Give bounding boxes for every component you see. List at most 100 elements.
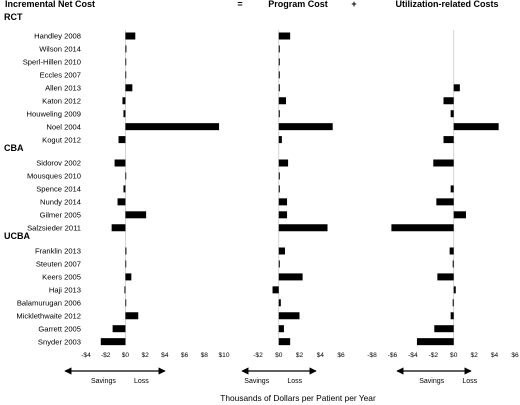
study-label: Haji 2013 (49, 286, 81, 295)
study-label: Salzsieder 2011 (27, 223, 81, 232)
group-label: RCT (4, 12, 23, 22)
bar (453, 84, 460, 92)
bar (278, 185, 280, 193)
study-label: Allen 2013 (45, 84, 81, 93)
bar (125, 312, 139, 320)
bar (125, 84, 133, 92)
tick-label: $0 (122, 352, 130, 359)
bar (278, 123, 333, 131)
bar (125, 260, 127, 268)
study-label: Sidorov 2002 (36, 159, 81, 168)
bar (272, 286, 279, 294)
loss-label: Loss (287, 378, 302, 385)
bar (125, 123, 220, 131)
study-label: Mousques 2010 (27, 172, 81, 181)
loss-label: Loss (134, 378, 149, 385)
study-label: Noel 2004 (46, 122, 81, 131)
bar (111, 224, 126, 232)
bar (278, 325, 284, 333)
bar (278, 45, 280, 53)
tick-label: $6 (337, 352, 345, 359)
loss-label: Loss (462, 378, 477, 385)
bar (125, 247, 127, 255)
bar (125, 299, 127, 307)
bar (114, 159, 126, 167)
bar (278, 71, 280, 79)
bar (125, 71, 127, 79)
bar (125, 45, 127, 53)
tick-label: $4 (161, 352, 169, 359)
tick-label: -$2 (101, 352, 111, 359)
group-label: CBA (4, 143, 24, 153)
study-label: Katon 2012 (42, 96, 81, 105)
bar (125, 32, 136, 40)
study-label: Nundy 2014 (40, 198, 81, 207)
bar (450, 312, 454, 320)
tick-label: -$2 (253, 352, 263, 359)
study-label: Steuten 2007 (36, 260, 81, 269)
study-label: Micklethwaite 2012 (16, 311, 81, 320)
bar (449, 247, 454, 255)
bar (278, 211, 288, 219)
study-label: Snyder 2003 (38, 337, 81, 346)
tick-label: $4 (317, 352, 325, 359)
tick-label: $6 (511, 352, 519, 359)
study-label: Gilmer 2005 (40, 211, 81, 220)
bar (122, 97, 126, 105)
bar (278, 136, 282, 144)
bar (278, 198, 288, 206)
bar (453, 123, 499, 131)
study-label: Balamurugan 2006 (17, 299, 81, 308)
bar (278, 312, 300, 320)
bar (453, 211, 466, 219)
bar (125, 58, 127, 66)
panel-title-2: Program Cost (268, 0, 328, 9)
tick-label: $4 (491, 352, 499, 359)
x-axis-label: Thousands of Dollars per Patient per Yea… (220, 393, 376, 403)
bar (123, 110, 126, 118)
bar (123, 185, 126, 193)
bar (436, 198, 454, 206)
study-label: Sperl-Hillen 2010 (23, 58, 81, 67)
study-label: Handley 2008 (34, 32, 81, 41)
tick-label: $2 (141, 352, 149, 359)
bar (443, 97, 454, 105)
savings-label: Savings (244, 378, 269, 385)
bar (278, 299, 281, 307)
bar (416, 338, 454, 346)
tick-label: -$2 (429, 352, 439, 359)
study-label: Kogut 2012 (42, 135, 81, 144)
bar (278, 58, 280, 66)
bar (278, 273, 303, 281)
bar (452, 260, 454, 268)
panel-title-1: Incremental Net Cost (5, 0, 95, 9)
bar (118, 136, 126, 144)
study-label: Garrett 2005 (38, 324, 81, 333)
study-label: Spence 2014 (36, 185, 81, 194)
tick-label: $6 (181, 352, 189, 359)
study-label: Houweling 2009 (27, 109, 81, 118)
bar (278, 97, 287, 105)
bar (125, 273, 132, 281)
savings-label: Savings (419, 378, 444, 385)
study-label: Wilson 2014 (39, 45, 81, 54)
bar (434, 325, 454, 333)
panel-title-3: Utilization-related Costs (395, 0, 498, 9)
operator-2: + (351, 0, 356, 9)
bar (450, 185, 454, 193)
savings-label: Savings (91, 378, 116, 385)
tick-label: -$4 (81, 352, 91, 359)
bar (278, 32, 291, 40)
bar (100, 338, 126, 346)
bar (278, 159, 289, 167)
bar (278, 260, 280, 268)
bar (278, 172, 280, 180)
tick-label: $10 (218, 352, 229, 359)
bar (124, 286, 126, 294)
tick-label: $8 (201, 352, 209, 359)
tick-label: $2 (296, 352, 304, 359)
operator-1: = (237, 0, 242, 9)
bar (278, 247, 285, 255)
study-label: Keers 2005 (42, 273, 81, 282)
